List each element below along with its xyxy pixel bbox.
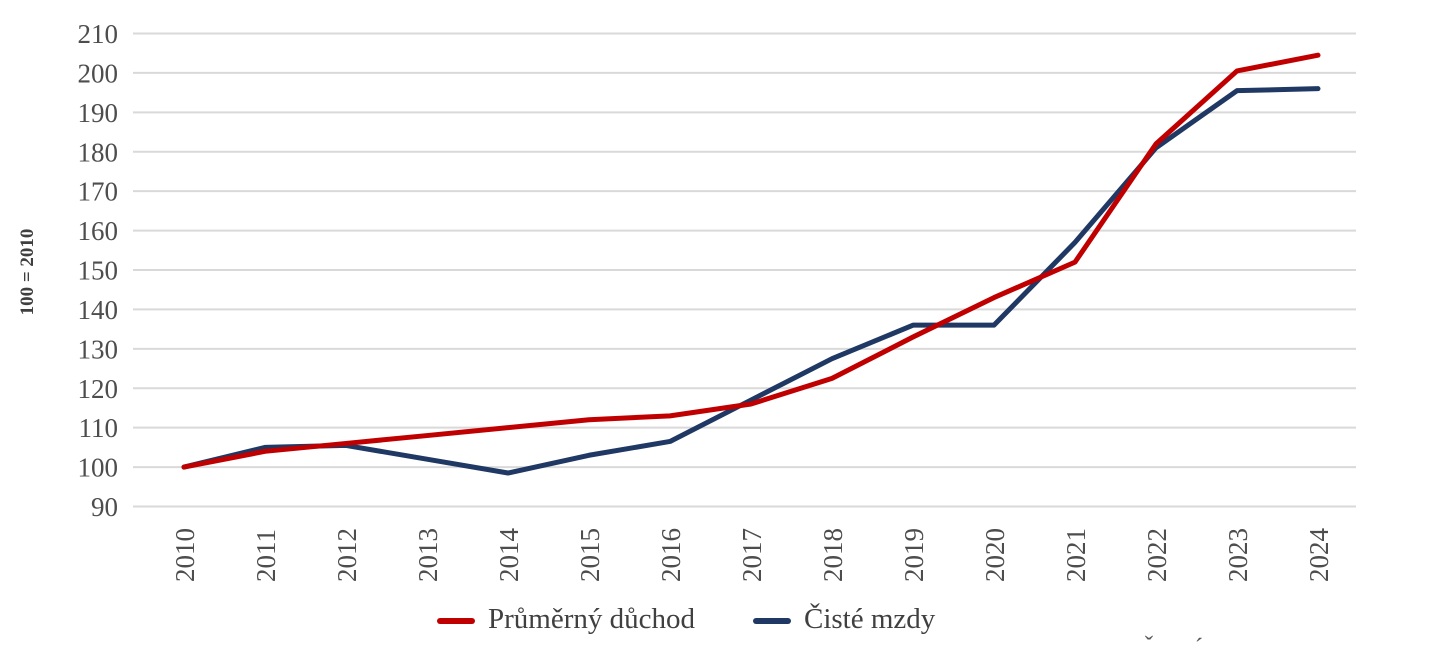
y-tick-label: 110 xyxy=(79,413,119,443)
y-tick-label: 200 xyxy=(78,58,119,88)
series-line-0 xyxy=(181,52,1321,470)
x-tick-label: 2023 xyxy=(1223,528,1253,582)
legend-item-1: Čisté mzdy xyxy=(753,603,936,636)
x-axis-tick-labels: 2010 2011 2012 2013 2014 2015 2016 2017 2018 2019… xyxy=(170,528,1334,583)
x-tick-label: 2020 xyxy=(980,528,1010,582)
legend-label: Čisté mzdy xyxy=(804,603,936,635)
y-axis-tick-labels: 90 100 110 120 130 140 150 160 170 180 190 200 210 xyxy=(78,19,119,522)
y-tick-label: 150 xyxy=(78,256,119,286)
x-tick-label: 2014 xyxy=(494,528,524,583)
x-tick-label: 2022 xyxy=(1142,528,1172,582)
x-tick-label: 2010 xyxy=(170,528,200,582)
chart-legend: Průměrný důchod Čisté mzdy xyxy=(437,603,936,636)
y-axis-title: 100 = 2010 xyxy=(17,229,38,316)
x-tick-label: 2024 xyxy=(1304,528,1334,583)
x-tick-label: 2021 xyxy=(1061,528,1091,582)
legend-label: Průměrný důchod xyxy=(488,603,695,635)
gridlines xyxy=(133,32,1356,508)
y-tick-label: 160 xyxy=(78,216,119,246)
y-tick-label: 210 xyxy=(78,19,119,49)
legend-item-0: Průměrný důchod xyxy=(437,603,695,636)
y-tick-label: 100 xyxy=(78,453,119,483)
series-lines xyxy=(181,52,1321,476)
x-tick-label: 2019 xyxy=(899,528,929,582)
series-line-1 xyxy=(181,86,1321,476)
x-tick-label: 2013 xyxy=(413,528,443,582)
x-tick-label: 2018 xyxy=(818,528,848,582)
y-tick-label: 190 xyxy=(78,98,119,128)
cutoff-caption-fragment: ˇ xyxy=(1144,631,1154,650)
x-tick-label: 2015 xyxy=(575,528,605,582)
y-tick-label: 170 xyxy=(78,177,119,207)
y-tick-label: 130 xyxy=(78,334,119,364)
y-tick-label: 140 xyxy=(78,295,119,325)
y-tick-label: 90 xyxy=(91,492,118,522)
x-tick-label: 2011 xyxy=(251,529,281,582)
y-tick-label: 120 xyxy=(78,374,119,404)
x-tick-label: 2016 xyxy=(656,528,686,582)
x-tick-label: 2012 xyxy=(332,528,362,582)
y-tick-label: 180 xyxy=(78,137,119,167)
legend-dash-icon xyxy=(437,618,475,624)
cutoff-caption-fragment: ´ xyxy=(1194,633,1204,650)
x-tick-label: 2017 xyxy=(737,528,767,582)
legend-dash-icon xyxy=(753,618,791,624)
